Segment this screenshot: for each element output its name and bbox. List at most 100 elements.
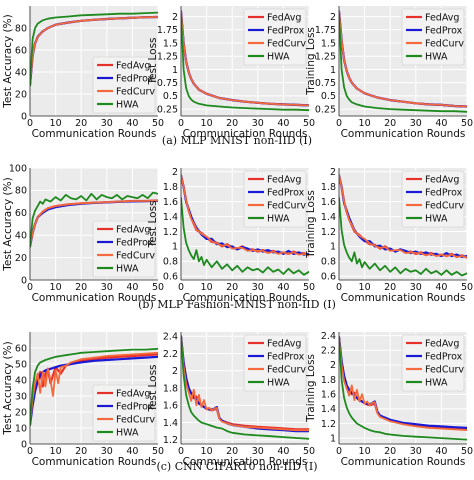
series-line-hwa <box>30 11 158 87</box>
y-tick-label: 1.2 <box>321 227 336 238</box>
x-tick-label: 30 <box>101 282 113 293</box>
legend-label-fedcurv: FedCurv <box>267 200 306 211</box>
x-tick-label: 50 <box>461 446 473 457</box>
x-tick-label: 20 <box>75 446 87 457</box>
legend-label-fedprox: FedProx <box>116 401 154 412</box>
series-line-hwa <box>339 196 467 277</box>
legend-label-fedcurv: FedCurv <box>425 364 464 375</box>
legend-box <box>243 170 307 228</box>
y-tick-label: 2 <box>172 167 178 178</box>
x-tick-label: 20 <box>75 282 87 293</box>
legend-label-fedavg: FedAvg <box>267 174 301 185</box>
legend: FedAvg FedProx FedCurv HWA <box>243 334 306 392</box>
legend-box <box>401 170 465 228</box>
x-tick-label: 40 <box>277 282 289 293</box>
legend-label-hwa: HWA <box>267 213 290 224</box>
series-group <box>181 10 309 112</box>
legend-box <box>401 334 465 392</box>
y-tick-label: 40 <box>15 67 27 78</box>
y-tick-label: 1.2 <box>321 419 336 430</box>
chart-panel: 0 10 20 30 40 50 0 20 40 60 80 100 Communication Rou… <box>2 163 164 304</box>
y-tick-label: 0.75 <box>315 78 336 89</box>
y-tick-label: 0.75 <box>157 78 178 89</box>
legend: FedAvg FedProx FedCurv HWA <box>92 384 155 442</box>
y-tick-label: 2.4 <box>321 331 336 342</box>
x-tick-label: 0 <box>27 446 33 457</box>
series-line-hwa <box>339 336 467 441</box>
chart-panel: 0 10 20 30 40 50 0 10 20 30 40 50 60 Communication Ro… <box>2 332 164 468</box>
chart-panel: 0 10 20 30 40 50 0 20 40 60 80 Communication Rounds… <box>2 6 164 140</box>
legend-label-fedprox: FedProx <box>425 187 463 198</box>
legend-box <box>243 8 307 66</box>
x-tick-label: 50 <box>303 282 315 293</box>
legend-label-fedavg: FedAvg <box>116 388 150 399</box>
x-axis-label: Communication Rounds <box>32 128 157 140</box>
y-tick-label: 20 <box>15 407 27 418</box>
y-tick-label: 2.2 <box>321 346 336 357</box>
series-line-hwa <box>339 12 467 113</box>
x-axis-label: Communication Rounds <box>32 292 157 304</box>
legend-label-fedcurv: FedCurv <box>116 86 155 97</box>
y-tick-label: 1 <box>172 65 178 76</box>
y-tick-label: 1.2 <box>163 227 178 238</box>
legend-label-fedprox: FedProx <box>267 187 305 198</box>
x-tick-label: 20 <box>226 118 238 129</box>
legend-label-hwa: HWA <box>425 51 448 62</box>
y-tick-label: 2 <box>330 12 336 23</box>
x-axis-label: Communication Rounds <box>183 292 308 304</box>
legend-label-fedavg: FedAvg <box>267 12 301 23</box>
y-axis-label: Test Accuracy (%) <box>2 341 14 435</box>
y-tick-label: 1 <box>172 242 178 253</box>
series-line-hwa <box>181 335 309 440</box>
x-tick-label: 40 <box>435 282 447 293</box>
y-tick-label: 1.25 <box>157 52 178 63</box>
x-tick-label: 40 <box>126 282 138 293</box>
series-line-fedcurv <box>30 351 158 426</box>
legend-label-fedavg: FedAvg <box>425 12 459 23</box>
legend: FedAvg FedProx FedCurv HWA <box>243 8 307 66</box>
y-tick-label: 20 <box>15 89 27 100</box>
y-tick-label: 100 <box>9 163 27 174</box>
legend-label-fedcurv: FedCurv <box>116 250 155 261</box>
series-line-fedcurv <box>30 199 158 248</box>
legend-label-hwa: HWA <box>116 99 139 110</box>
y-axis-label: Training Loss <box>305 27 317 96</box>
figure-caption: (a) MLP MNIST non-IID (I) <box>162 134 312 147</box>
x-tick-label: 20 <box>384 282 396 293</box>
series-line-fedcurv <box>181 10 309 107</box>
y-tick-label: 10 <box>15 423 27 434</box>
x-tick-label: 10 <box>201 118 213 129</box>
x-tick-label: 10 <box>359 118 371 129</box>
legend-label-fedavg: FedAvg <box>267 338 301 349</box>
y-tick-label: 20 <box>15 253 27 264</box>
x-tick-label: 10 <box>50 446 62 457</box>
y-tick-label: 1.6 <box>163 401 178 412</box>
y-tick-label: 30 <box>15 391 27 402</box>
legend-label-fedcurv: FedCurv <box>267 38 306 49</box>
x-tick-label: 20 <box>226 446 238 457</box>
y-tick-label: 1.6 <box>321 197 336 208</box>
y-tick-label: 1.8 <box>163 182 178 193</box>
x-axis-label: Communication Rounds <box>32 456 157 468</box>
legend-label-fedavg: FedAvg <box>116 224 150 235</box>
y-tick-label: 1.8 <box>321 182 336 193</box>
y-axis-label: Training Loss <box>305 190 317 259</box>
legend: FedAvg FedProx FedCurv HWA <box>92 220 155 278</box>
x-axis-label: Communication Rounds <box>341 456 466 468</box>
x-tick-label: 40 <box>435 118 447 129</box>
x-tick-label: 0 <box>336 446 342 457</box>
series-group <box>30 191 158 248</box>
chart-panel: 0 10 20 30 40 501.21.41.61.822.22.4Communicat… <box>147 332 315 468</box>
y-tick-label: 2 <box>330 360 336 371</box>
y-tick-label: 1 <box>330 242 336 253</box>
series-group <box>30 11 158 87</box>
legend-label-fedprox: FedProx <box>267 25 305 36</box>
y-tick-label: 1.4 <box>163 212 178 223</box>
x-tick-label: 0 <box>27 118 33 129</box>
x-tick-label: 0 <box>178 282 184 293</box>
x-tick-label: 30 <box>101 118 113 129</box>
x-tick-label: 20 <box>384 446 396 457</box>
y-tick-label: 1 <box>330 65 336 76</box>
y-tick-label: 50 <box>15 359 27 370</box>
series-group <box>339 336 467 441</box>
